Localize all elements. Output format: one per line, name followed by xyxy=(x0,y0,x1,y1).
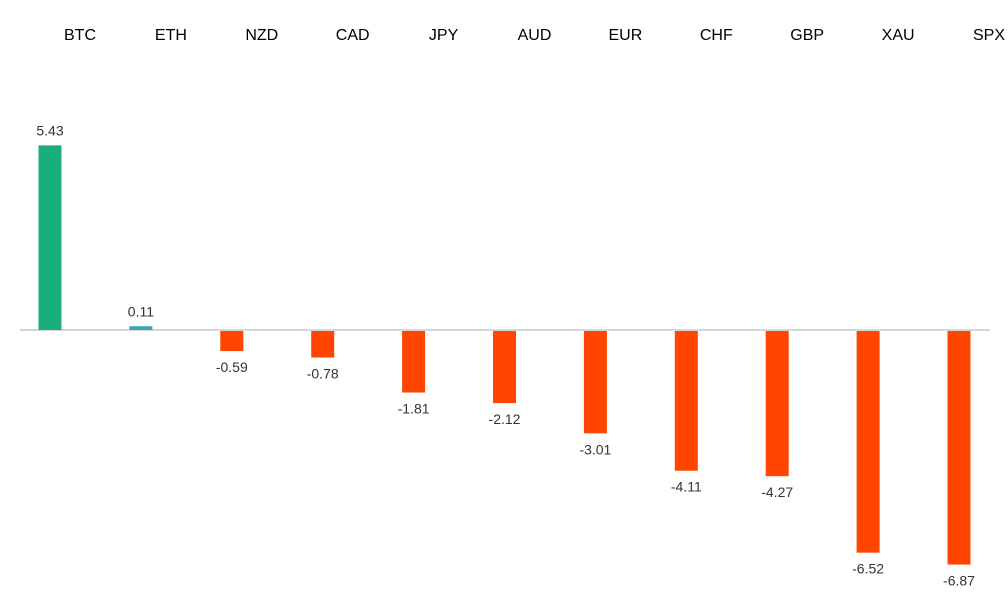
bar-xau xyxy=(856,331,880,553)
bar-eth xyxy=(129,326,153,330)
bar-nzd xyxy=(220,331,244,352)
category-label-eur: EUR xyxy=(609,27,643,44)
value-label-cad: -0.78 xyxy=(307,366,339,382)
bar-chf xyxy=(674,331,698,471)
category-label-btc: BTC xyxy=(64,27,96,44)
value-label-eur: -3.01 xyxy=(579,441,611,457)
category-labels: BTC ETH NZD CAD JPY AUD EUR CHF GBP XAU SPX xyxy=(64,27,1005,44)
category-label-nzd: NZD xyxy=(245,27,278,44)
value-label-chf: -4.11 xyxy=(671,479,702,495)
bar-gbp xyxy=(765,331,789,477)
bars xyxy=(38,145,971,565)
bar-eur xyxy=(583,331,607,434)
category-label-jpy: JPY xyxy=(429,27,459,44)
category-label-cad: CAD xyxy=(336,27,370,44)
value-label-xau: -6.52 xyxy=(852,561,884,577)
category-label-xau: XAU xyxy=(882,27,915,44)
value-label-jpy: -1.81 xyxy=(398,401,430,417)
category-label-chf: CHF xyxy=(700,27,733,44)
value-labels: 5.43 0.11 -0.59 -0.78 -1.81 -2.12 -3.01 -4.11 -4… xyxy=(36,122,975,588)
value-label-gbp: -4.27 xyxy=(761,484,793,500)
bar-btc xyxy=(38,145,62,330)
category-label-eth: ETH xyxy=(155,27,187,44)
bar-cad xyxy=(311,331,335,358)
value-label-spx: -6.87 xyxy=(943,573,975,589)
category-label-spx: SPX xyxy=(973,27,1005,44)
category-label-aud: AUD xyxy=(518,27,552,44)
value-label-btc: 5.43 xyxy=(36,122,63,138)
category-label-gbp: GBP xyxy=(790,27,824,44)
value-label-nzd: -0.59 xyxy=(216,359,248,375)
value-label-eth: 0.11 xyxy=(128,303,154,319)
bar-jpy xyxy=(402,331,426,393)
bar-spx xyxy=(947,331,971,565)
value-label-aud: -2.12 xyxy=(489,411,521,427)
bar-aud xyxy=(493,331,516,404)
